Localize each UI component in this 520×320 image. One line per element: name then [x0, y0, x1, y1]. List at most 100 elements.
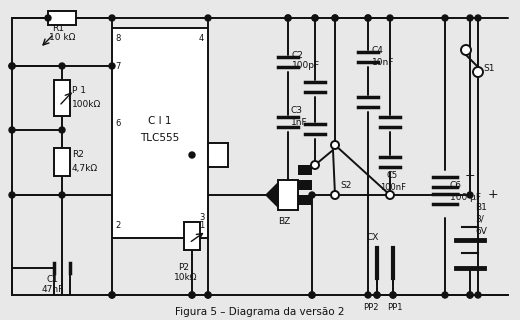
Circle shape	[461, 45, 471, 55]
Circle shape	[311, 161, 319, 169]
Circle shape	[312, 15, 318, 21]
Circle shape	[365, 292, 371, 298]
Circle shape	[365, 15, 371, 21]
Circle shape	[332, 15, 338, 21]
Text: 6V: 6V	[475, 227, 487, 236]
Text: 3: 3	[199, 213, 204, 222]
Polygon shape	[266, 183, 278, 207]
Text: C1: C1	[46, 276, 58, 284]
Text: 100nF: 100nF	[380, 182, 406, 191]
Circle shape	[205, 292, 211, 298]
Text: 100pF: 100pF	[292, 60, 320, 69]
Bar	[208, 143, 228, 167]
Circle shape	[309, 292, 315, 298]
Circle shape	[9, 63, 15, 69]
Circle shape	[59, 127, 65, 133]
Text: +: +	[488, 188, 499, 202]
Bar	[298, 180, 312, 190]
Circle shape	[189, 292, 195, 298]
Text: 1nF: 1nF	[291, 117, 308, 126]
Circle shape	[109, 292, 115, 298]
Text: 2: 2	[115, 221, 120, 230]
Bar	[298, 165, 312, 175]
Text: Figura 5 – Diagrama da versão 2: Figura 5 – Diagrama da versão 2	[175, 307, 345, 317]
Circle shape	[189, 152, 195, 158]
Bar	[54, 148, 70, 176]
Text: +: +	[465, 169, 476, 181]
Text: S1: S1	[483, 63, 495, 73]
Circle shape	[205, 292, 211, 298]
Circle shape	[467, 15, 473, 21]
Text: 8: 8	[115, 34, 120, 43]
Circle shape	[109, 292, 115, 298]
Circle shape	[467, 292, 473, 298]
Text: 4,7kΩ: 4,7kΩ	[72, 164, 98, 172]
Circle shape	[386, 191, 394, 199]
Text: 100 μF: 100 μF	[450, 193, 481, 202]
Text: TLC555: TLC555	[140, 133, 179, 143]
Circle shape	[467, 192, 473, 198]
Circle shape	[309, 192, 315, 198]
Circle shape	[309, 292, 315, 298]
Circle shape	[331, 141, 339, 149]
Bar	[112, 28, 208, 238]
Circle shape	[9, 127, 15, 133]
Text: CX: CX	[367, 234, 380, 243]
Circle shape	[390, 292, 396, 298]
Circle shape	[374, 292, 380, 298]
Circle shape	[45, 15, 51, 21]
Circle shape	[442, 292, 448, 298]
Text: 4: 4	[199, 34, 204, 43]
Text: 6: 6	[115, 118, 120, 127]
Circle shape	[285, 15, 291, 21]
Bar	[54, 80, 70, 116]
Text: 1: 1	[199, 221, 204, 230]
Circle shape	[9, 192, 15, 198]
Text: PP2: PP2	[363, 303, 379, 312]
Bar	[184, 222, 200, 250]
Text: 10nF: 10nF	[372, 58, 394, 67]
Text: 47nF: 47nF	[42, 285, 64, 294]
Circle shape	[475, 15, 481, 21]
Bar	[298, 195, 312, 205]
Text: 10kΩ: 10kΩ	[174, 274, 198, 283]
Circle shape	[109, 63, 115, 69]
Text: 100kΩ: 100kΩ	[72, 100, 101, 108]
Text: C I 1: C I 1	[148, 116, 172, 126]
Text: P2: P2	[178, 263, 189, 273]
Circle shape	[374, 292, 380, 298]
Text: C3: C3	[291, 106, 303, 115]
Circle shape	[59, 192, 65, 198]
Circle shape	[473, 67, 483, 77]
Circle shape	[467, 292, 473, 298]
Text: P 1: P 1	[72, 85, 86, 94]
Text: S2: S2	[340, 180, 352, 189]
Text: 7: 7	[115, 61, 120, 70]
Text: C6: C6	[450, 180, 462, 189]
Text: B1: B1	[475, 203, 487, 212]
Circle shape	[189, 292, 195, 298]
Text: 10 kΩ: 10 kΩ	[49, 33, 75, 42]
Circle shape	[205, 15, 211, 21]
Text: 3/: 3/	[475, 214, 484, 223]
Circle shape	[109, 15, 115, 21]
Text: C5: C5	[387, 171, 398, 180]
Text: R1: R1	[52, 23, 64, 33]
Text: PP1: PP1	[387, 303, 402, 312]
Text: BZ: BZ	[278, 218, 290, 227]
Bar	[48, 11, 76, 25]
Circle shape	[387, 15, 393, 21]
Circle shape	[9, 63, 15, 69]
Circle shape	[442, 15, 448, 21]
Circle shape	[390, 292, 396, 298]
Text: C4: C4	[372, 45, 384, 54]
Bar	[278, 180, 298, 210]
Text: R2: R2	[72, 149, 84, 158]
Circle shape	[475, 292, 481, 298]
Circle shape	[365, 15, 371, 21]
Circle shape	[312, 15, 318, 21]
Circle shape	[332, 15, 338, 21]
Circle shape	[331, 191, 339, 199]
Circle shape	[59, 63, 65, 69]
Circle shape	[285, 15, 291, 21]
